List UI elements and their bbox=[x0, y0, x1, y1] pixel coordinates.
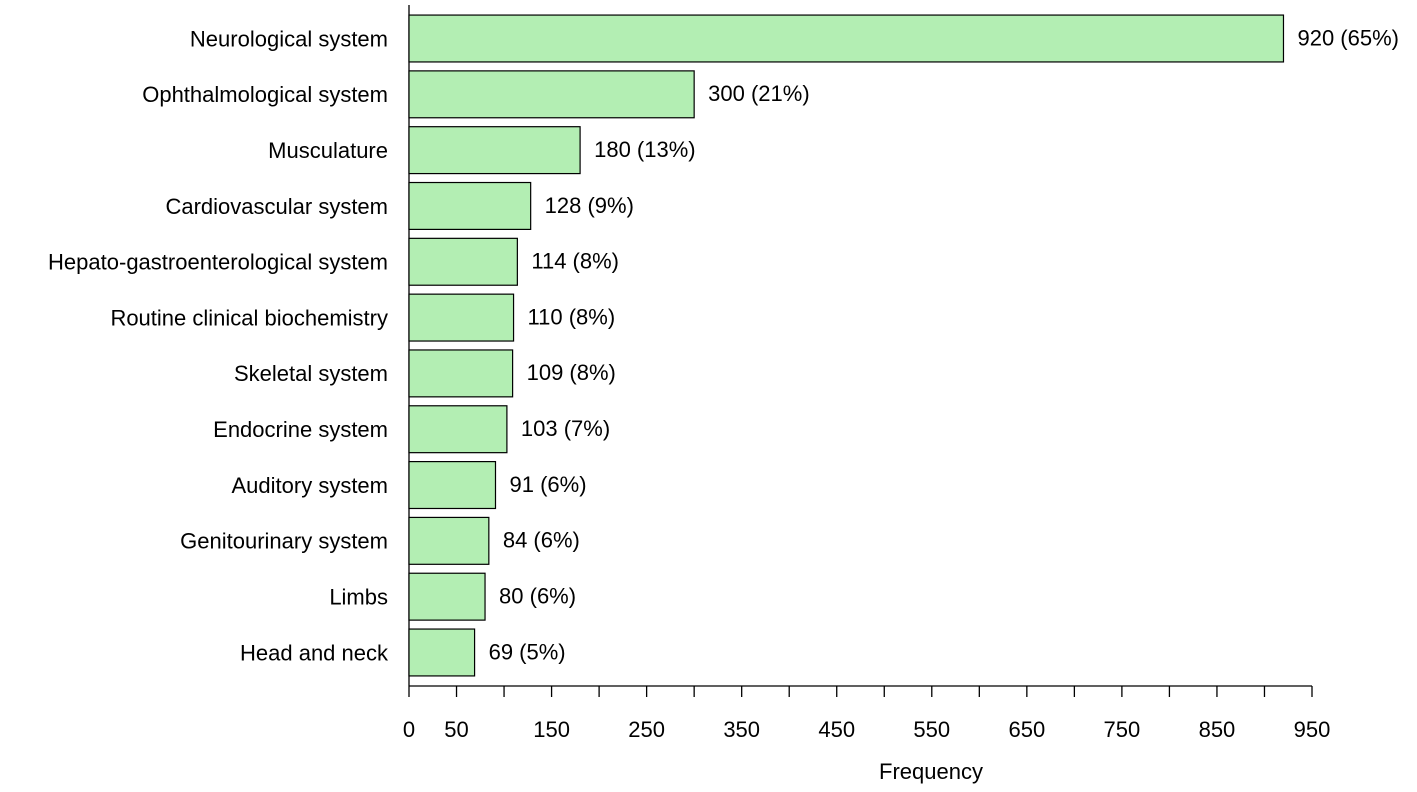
value-label: 128 (9%) bbox=[545, 193, 634, 218]
value-label: 84 (6%) bbox=[503, 528, 580, 553]
value-label: 91 (6%) bbox=[509, 472, 586, 497]
y-tick-label: Ophthalmological system bbox=[142, 82, 388, 107]
x-tick-label: 850 bbox=[1199, 717, 1236, 742]
bar bbox=[408, 293, 515, 342]
value-label: 103 (7%) bbox=[521, 416, 610, 441]
bar bbox=[408, 14, 1285, 63]
bar bbox=[408, 572, 486, 621]
value-label: 69 (5%) bbox=[489, 639, 566, 664]
y-tick-label: Auditory system bbox=[232, 473, 389, 498]
bar bbox=[408, 460, 497, 510]
value-label: 80 (6%) bbox=[499, 583, 576, 608]
bar bbox=[408, 70, 695, 119]
x-tick-label: 50 bbox=[444, 717, 468, 742]
value-label: 300 (21%) bbox=[708, 81, 810, 106]
x-axis-title: Frequency bbox=[879, 759, 983, 784]
y-tick-label: Routine clinical biochemistry bbox=[110, 305, 388, 330]
x-tick-label: 350 bbox=[723, 717, 760, 742]
x-tick-label: 550 bbox=[913, 717, 950, 742]
bar bbox=[408, 516, 490, 565]
x-tick-label: 750 bbox=[1104, 717, 1141, 742]
bar bbox=[408, 628, 476, 677]
bar bbox=[408, 405, 508, 454]
y-tick-label: Musculature bbox=[268, 138, 388, 163]
value-label: 110 (8%) bbox=[528, 304, 616, 329]
value-label: 114 (8%) bbox=[531, 249, 619, 274]
y-tick-label: Hepato-gastroenterological system bbox=[48, 250, 388, 275]
x-tick-label: 0 bbox=[403, 717, 415, 742]
x-tick-label: 250 bbox=[628, 717, 665, 742]
x-tick-label: 650 bbox=[1008, 717, 1045, 742]
y-tick-label: Skeletal system bbox=[234, 361, 388, 386]
y-tick-label: Limbs bbox=[329, 584, 388, 609]
bar bbox=[408, 126, 581, 175]
y-tick-label: Cardiovascular system bbox=[165, 194, 388, 219]
value-label: 180 (13%) bbox=[594, 137, 696, 162]
y-tick-label: Head and neck bbox=[240, 640, 389, 665]
bar bbox=[408, 349, 514, 398]
bar bbox=[408, 237, 518, 286]
y-tick-label: Neurological system bbox=[190, 26, 388, 51]
bar bbox=[408, 181, 532, 231]
x-tick-label: 150 bbox=[533, 717, 570, 742]
y-tick-label: Genitourinary system bbox=[180, 529, 388, 554]
value-label: 109 (8%) bbox=[527, 360, 616, 385]
y-tick-label: Endocrine system bbox=[213, 417, 388, 442]
value-label: 920 (65%) bbox=[1297, 25, 1399, 50]
x-tick-label: 950 bbox=[1294, 717, 1331, 742]
x-tick-label: 450 bbox=[818, 717, 855, 742]
